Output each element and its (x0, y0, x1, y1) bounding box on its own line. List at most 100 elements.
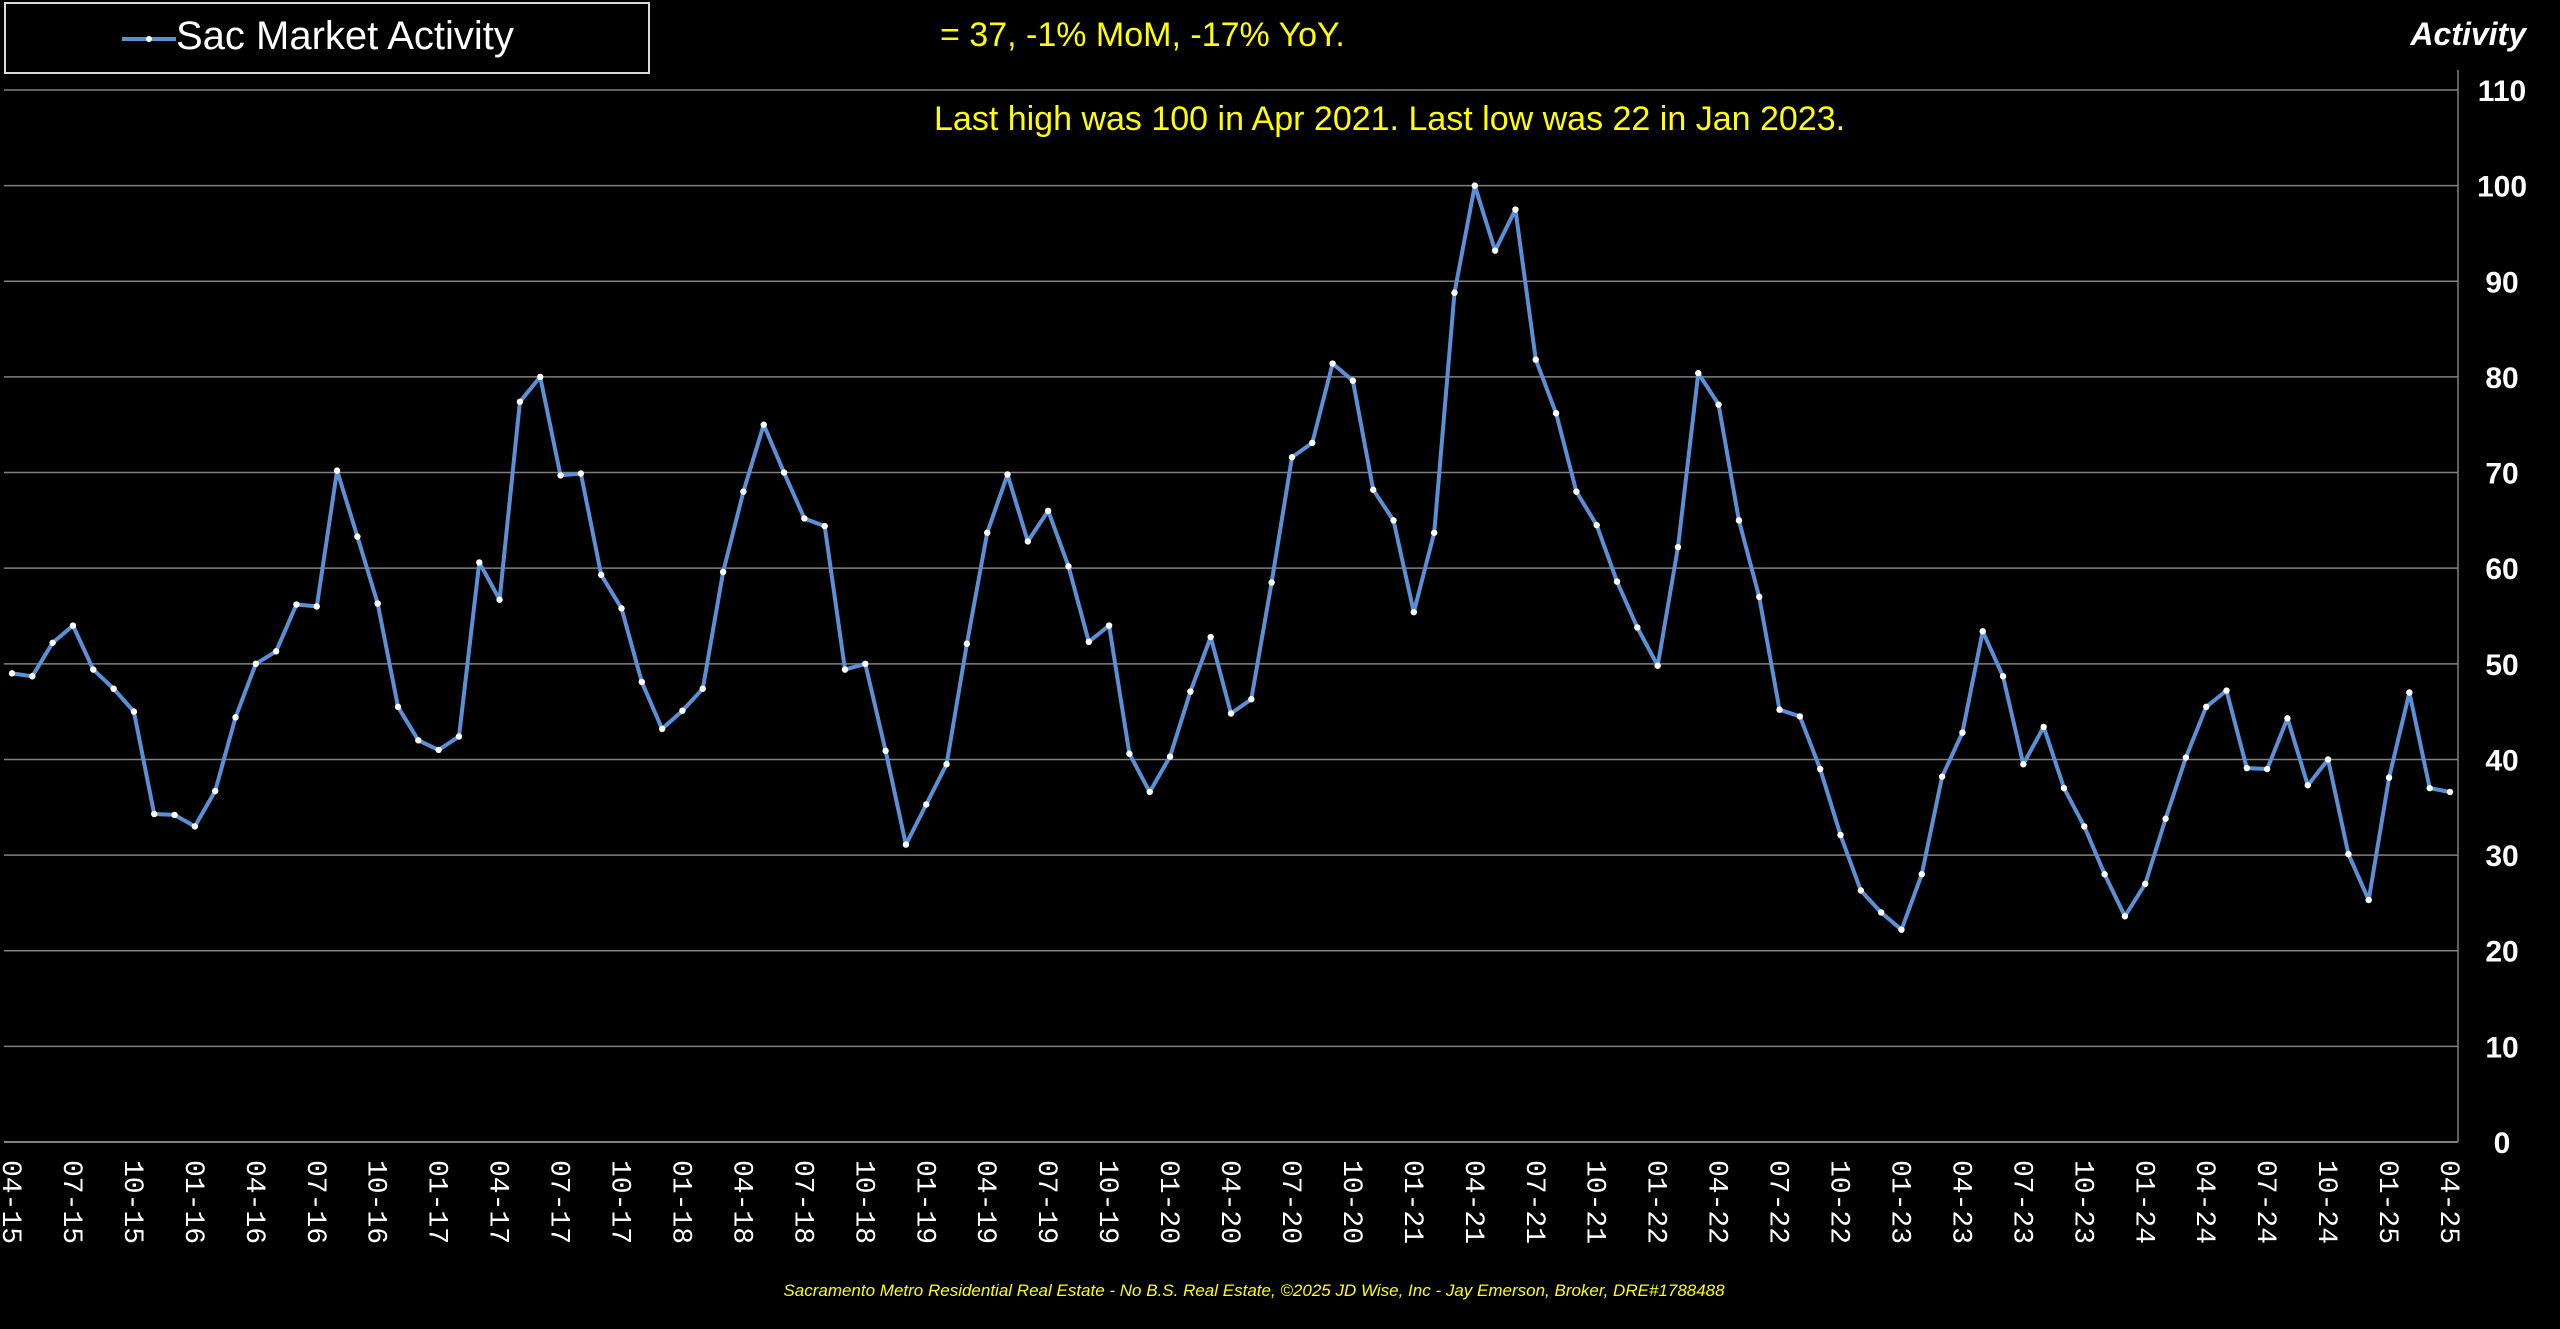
data-point (110, 685, 117, 692)
data-point (699, 685, 706, 692)
x-tick-label: 10-21 (1579, 1160, 1610, 1244)
x-tick-label: 07-20 (1274, 1160, 1305, 1244)
data-point (1491, 247, 1499, 254)
x-tick-label: 01-25 (2371, 1160, 2402, 1244)
x-tick-label: 04-16 (238, 1160, 269, 1244)
series-line (11, 183, 2451, 932)
data-point (1268, 579, 1275, 586)
data-point (1979, 628, 1986, 635)
data-point (455, 733, 463, 740)
data-point (1634, 624, 1641, 631)
x-tick-label: 04-24 (2188, 1160, 2219, 1244)
data-point (1674, 543, 1682, 551)
data-point (943, 761, 950, 768)
gridlines (4, 70, 2459, 1143)
x-tick-label: 04-25 (2432, 1160, 2463, 1244)
data-point (1654, 662, 1661, 669)
data-point (333, 467, 341, 474)
data-point (1593, 521, 1600, 529)
x-tick-label: 01-24 (2127, 1160, 2158, 1244)
data-point (2304, 782, 2311, 789)
data-point (2121, 913, 2129, 920)
x-tick-label: 04-19 (969, 1160, 1000, 1244)
x-tick-label: 04-18 (725, 1160, 756, 1244)
data-point (2142, 880, 2149, 887)
data-point (1126, 750, 1133, 757)
x-tick-label: 10-15 (116, 1160, 147, 1244)
data-point (801, 515, 808, 522)
data-point (1898, 926, 1905, 933)
data-point (719, 568, 727, 576)
x-tick-label: 04-21 (1457, 1160, 1488, 1244)
x-tick-label: 07-23 (2005, 1160, 2036, 1244)
data-point (2385, 774, 2393, 781)
data-point (313, 603, 320, 610)
data-point (1248, 696, 1255, 703)
y-tick-label: 50 (2485, 649, 2518, 682)
data-point (1390, 517, 1397, 524)
data-point (151, 810, 158, 818)
data-point (2020, 761, 2027, 768)
x-tick-label: 07-22 (1762, 1160, 1793, 1244)
data-point (2243, 764, 2251, 772)
data-point (984, 529, 991, 536)
data-point (2060, 784, 2068, 792)
data-point (1430, 529, 1438, 536)
x-tick-label: 04-15 (0, 1160, 25, 1244)
data-point (2040, 723, 2047, 731)
y-tick-label: 0 (2494, 1127, 2511, 1160)
data-point (252, 660, 259, 668)
y-tick-label: 60 (2485, 553, 2518, 586)
y-tick-label: 70 (2485, 458, 2518, 491)
data-point (2284, 715, 2291, 722)
x-tick-label: 07-15 (55, 1160, 86, 1244)
data-point (1065, 563, 1072, 570)
data-point (638, 678, 646, 686)
x-tick-label: 04-22 (1701, 1160, 1732, 1244)
data-point (1004, 471, 1011, 478)
x-tick-label: 10-24 (2310, 1160, 2341, 1244)
data-point (1024, 538, 1032, 545)
data-point (1309, 439, 1316, 447)
data-point (841, 666, 849, 673)
data-point (1796, 713, 1804, 720)
x-tick-label: 01-19 (908, 1160, 939, 1244)
data-point (1756, 593, 1763, 601)
x-tick-label: 01-21 (1396, 1160, 1427, 1244)
data-point (760, 421, 767, 428)
data-point (1085, 638, 1092, 646)
x-tick-label: 01-23 (1883, 1160, 1914, 1244)
x-tick-label: 07-19 (1030, 1160, 1061, 1244)
data-point (2081, 823, 2088, 830)
data-point (516, 398, 524, 405)
x-tick-label: 10-22 (1823, 1160, 1854, 1244)
x-tick-label: 10-16 (360, 1160, 391, 1244)
data-point (496, 596, 503, 603)
x-tick-label: 10-23 (2066, 1160, 2097, 1244)
data-point (354, 533, 361, 540)
data-point (1837, 831, 1844, 839)
data-point (2223, 687, 2230, 694)
data-point (2345, 850, 2352, 858)
data-point (2162, 815, 2169, 822)
x-axis-ticks: 04-15 07-15 10-15 01-16 04-16 07-16 10-16 01-17… (0, 1160, 2463, 1244)
data-point (1857, 887, 1865, 894)
x-tick-label: 01-18 (664, 1160, 695, 1244)
data-point (821, 522, 828, 530)
data-point (2324, 756, 2332, 763)
data-point (1877, 909, 1885, 916)
x-tick-label: 07-21 (1518, 1160, 1549, 1244)
data-point (1207, 633, 1214, 641)
data-point (394, 703, 402, 711)
x-tick-label: 10-19 (1091, 1160, 1122, 1244)
x-tick-label: 10-20 (1335, 1160, 1366, 1244)
y-axis-label: Activity (2410, 16, 2526, 52)
data-point (658, 725, 666, 733)
data-point (130, 708, 138, 715)
data-point (232, 714, 239, 721)
data-point (1512, 206, 1519, 213)
data-point (69, 622, 77, 629)
data-point (2182, 754, 2190, 761)
x-tick-label: 10-18 (847, 1160, 878, 1244)
